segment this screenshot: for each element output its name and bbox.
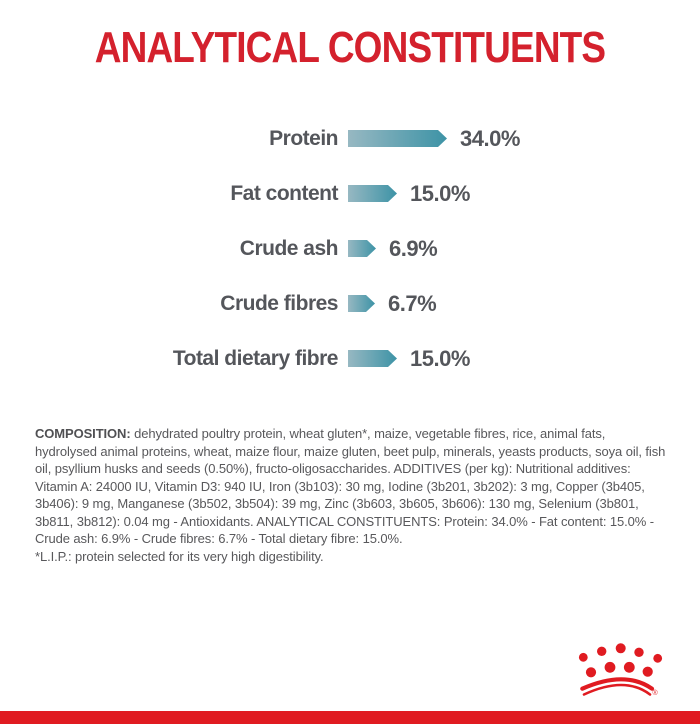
nutrient-label: Crude ash xyxy=(239,236,339,260)
crown-icon: ® xyxy=(578,643,663,697)
nutrient-value: 6.7% xyxy=(388,290,437,316)
lip-footnote: *L.I.P.: protein selected for its very h… xyxy=(35,548,324,564)
nutrient-bar xyxy=(348,130,447,147)
nutrient-value: 34.0% xyxy=(460,125,520,151)
chart-row-crude-fibres: Crude fibres 6.7% xyxy=(0,291,700,316)
nutrient-bar xyxy=(348,295,375,312)
nutrient-label: Fat content xyxy=(230,181,338,205)
nutrient-bar xyxy=(348,240,376,257)
chart-row-protein: Protein 34.0% xyxy=(0,126,700,151)
composition-body: dehydrated poultry protein, wheat gluten… xyxy=(35,426,666,546)
registered-trademark: ® xyxy=(653,689,659,697)
nutrient-label: Total dietary fibre xyxy=(172,346,339,370)
nutrient-value: 15.0% xyxy=(410,345,470,371)
nutrient-bar xyxy=(348,350,397,367)
page-title: ANALYTICAL CONSTITUENTS xyxy=(94,23,606,72)
nutrient-label: Crude fibres xyxy=(220,291,338,315)
footer-red-strip xyxy=(0,711,700,724)
nutrient-value: 6.9% xyxy=(389,235,438,261)
chart-row-fat-content: Fat content 15.0% xyxy=(0,181,700,206)
chart-row-total-dietary-fibre: Total dietary fibre 15.0% xyxy=(0,346,700,371)
nutrient-label: Protein xyxy=(269,126,338,150)
composition-paragraph: COMPOSITION: dehydrated poultry protein,… xyxy=(35,425,668,548)
nutrient-value: 15.0% xyxy=(410,180,470,206)
analytical-constituents-chart: Protein 34.0% Fat content 15.0% Crude as… xyxy=(0,126,700,371)
composition-heading: COMPOSITION: xyxy=(35,426,131,441)
chart-row-crude-ash: Crude ash 6.9% xyxy=(0,236,700,261)
royal-canin-crown-logo: ® xyxy=(573,632,668,720)
nutrient-bar xyxy=(348,185,397,202)
